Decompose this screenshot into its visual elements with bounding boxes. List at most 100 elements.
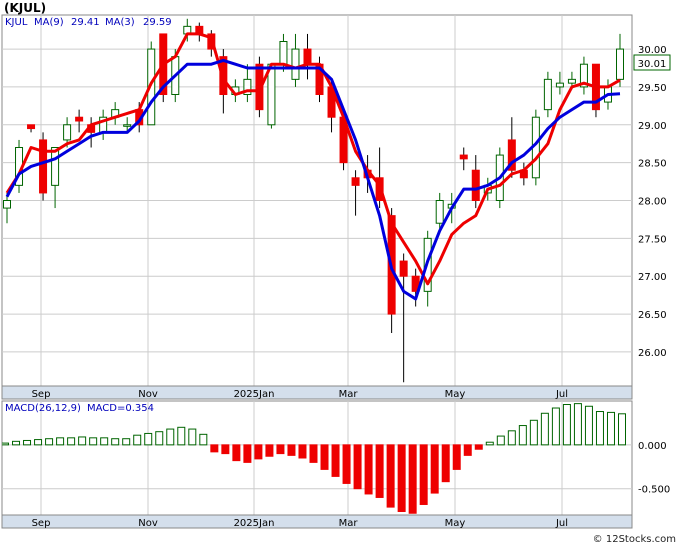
macd-bar <box>78 436 87 446</box>
candle-body <box>351 177 360 186</box>
macd-bar <box>618 413 626 446</box>
price-x-tick-label: 2025Jan <box>234 389 275 400</box>
macd-bar <box>606 411 615 446</box>
macd-bar <box>397 444 406 512</box>
macd-bar <box>507 430 516 446</box>
candle-body <box>27 124 36 130</box>
macd-bar <box>562 404 571 446</box>
price-y-tick-label: 27.50 <box>638 234 667 245</box>
macd-bar <box>342 444 351 484</box>
macd-bar <box>254 444 263 460</box>
candle <box>3 192 11 224</box>
watermark: © 12Stocks.com <box>593 534 676 545</box>
macd-bar <box>12 440 21 446</box>
macd-bar <box>243 444 252 463</box>
macd-bar <box>331 444 340 477</box>
macd-x-tick-label: Nov <box>138 518 158 529</box>
macd-bar <box>276 444 285 455</box>
macd-x-tick-label: Mar <box>339 518 359 529</box>
macd-y-tick-label: -0.500 <box>638 485 670 496</box>
last-price-flag: 30.01 <box>633 54 671 71</box>
macd-panel: 0.000 -0.500 MACD(26,12,9) MACD=0.354 <box>1 400 670 516</box>
macd-bar <box>452 444 461 470</box>
macd-bar <box>573 403 582 446</box>
candle <box>399 253 408 383</box>
macd-bar <box>111 438 120 446</box>
macd-bar <box>100 437 109 446</box>
candle-body <box>471 169 480 201</box>
price-y-tick-label: 28.00 <box>638 197 667 208</box>
candle-body <box>435 200 444 224</box>
candle <box>507 117 516 178</box>
candle <box>123 117 132 133</box>
legend-ma9-label: MA(9) <box>34 17 64 28</box>
chart-title: (KJUL) <box>4 1 46 15</box>
macd-bar <box>485 441 494 446</box>
macd-bar <box>265 444 274 457</box>
price-legend: KJUL MA(9) 29.41 MA(3) 29.59 <box>5 17 172 28</box>
candle <box>351 170 360 216</box>
macd-histogram <box>2 403 626 514</box>
candle-body <box>3 200 11 209</box>
legend-symbol: KJUL <box>5 17 28 28</box>
candle <box>616 33 624 87</box>
macd-bar <box>232 444 241 462</box>
macd-legend: MACD(26,12,9) MACD=0.354 <box>5 403 154 414</box>
candle <box>75 109 84 133</box>
macd-bar <box>353 444 362 490</box>
candle-body <box>123 124 132 127</box>
macd-bar <box>133 434 142 446</box>
candle <box>435 192 444 231</box>
candle-body <box>147 48 156 126</box>
ma3-line <box>5 32 621 286</box>
price-y-tick-label: 26.50 <box>638 310 667 321</box>
candle-body <box>243 78 252 95</box>
macd-bar <box>419 444 428 505</box>
candle-body <box>51 147 60 186</box>
macd-bar <box>496 435 505 446</box>
macd-bar <box>23 439 32 446</box>
macd-bar <box>45 438 54 446</box>
macd-bar <box>584 405 593 446</box>
candle <box>471 155 480 209</box>
price-y-tick-label: 27.00 <box>638 272 667 283</box>
price-y-tick-label: 26.00 <box>638 348 667 359</box>
candle-body <box>279 41 288 65</box>
candle-body <box>75 116 84 122</box>
candle-body <box>616 48 624 80</box>
price-gridlines <box>2 15 632 386</box>
legend-ma9-value: 29.41 <box>71 17 100 28</box>
macd-bar <box>595 411 604 446</box>
candle <box>291 33 300 87</box>
candle <box>543 71 552 118</box>
macd-bar <box>518 425 527 446</box>
price-panel: 26.00 26.50 27.00 27.50 28.00 28.50 29.00 29.50… <box>1 14 671 387</box>
macd-bar <box>166 428 175 446</box>
ma9-line <box>5 58 621 301</box>
candle <box>591 63 600 118</box>
price-x-axis: Sep Nov 2025Jan Mar May Jul <box>1 385 633 400</box>
candle <box>555 71 564 95</box>
candle-body <box>399 260 408 277</box>
candle-body <box>63 124 72 141</box>
macd-legend-value: MACD=0.354 <box>87 403 154 414</box>
macd-bar <box>408 444 417 514</box>
candle <box>579 56 588 95</box>
price-y-axis: 26.00 26.50 27.00 27.50 28.00 28.50 29.00 29.50… <box>638 45 667 359</box>
legend-ma3-label: MA(3) <box>105 17 135 28</box>
macd-bar <box>177 426 186 446</box>
macd-bar <box>364 444 373 495</box>
price-y-tick-label: 30.00 <box>638 45 667 56</box>
macd-bar <box>34 439 43 446</box>
macd-bar <box>2 442 9 446</box>
macd-bar <box>56 437 65 446</box>
price-y-tick-label: 29.50 <box>638 83 667 94</box>
macd-bar <box>309 444 318 463</box>
candle-body <box>507 139 516 171</box>
legend-ma3-value: 29.59 <box>143 17 172 28</box>
price-x-tick-label: Sep <box>32 389 51 400</box>
macd-y-axis: 0.000 -0.500 <box>638 441 670 496</box>
macd-x-axis: Sep Nov 2025Jan Mar May Jul <box>1 514 633 529</box>
macd-bar <box>375 444 384 498</box>
